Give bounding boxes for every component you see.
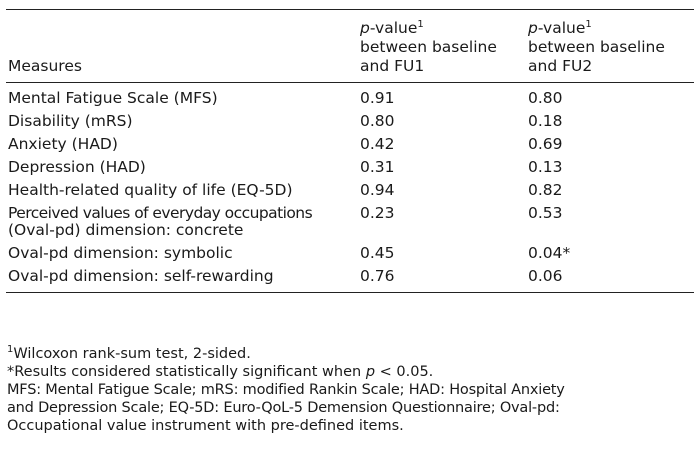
table-row: Health-related quality of life (EQ-5D) 0… [6,179,694,202]
abbreviations-line: MFS: Mental Fatigue Scale; mRS: modified… [7,382,565,398]
header-line: and FU2 [528,57,593,75]
table-body: Mental Fatigue Scale (MFS) 0.91 0.80 Dis… [6,83,694,293]
measure-line: (Oval-pd) dimension: concrete [8,221,244,239]
header-line: and FU1 [360,57,425,75]
measure-cell: Depression (HAD) [8,158,146,176]
footnote-marker: 1 [7,344,14,355]
header-measures: Measures [8,57,82,75]
fu2-pvalue-cell: 0.18 [528,112,563,130]
footnote-text: < 0.05. [375,364,434,380]
table-row: Oval-pd dimension: self-rewarding 0.76 0… [6,265,694,293]
footnote-significance: *Results considered statistically signif… [7,363,695,381]
table-row: Mental Fatigue Scale (MFS) 0.91 0.80 [6,83,694,111]
p-symbol: p [360,19,370,37]
fu1-pvalue-cell: 0.23 [360,204,395,222]
fu1-pvalue-cell: 0.94 [360,181,395,199]
header-pvalue-fu1: p-value1 between baseline and FU1 [358,10,526,83]
header-line: between baseline [528,38,665,56]
header-pvalue-fu2: p-value1 between baseline and FU2 [526,10,694,83]
results-table-container: Measures p-value1 between baseline and F… [6,9,694,293]
fu1-pvalue-cell: 0.45 [360,244,395,262]
table-row: Disability (mRS) 0.80 0.18 [6,110,694,133]
fu2-pvalue-cell: 0.80 [528,89,563,107]
p-symbol: p [365,364,376,380]
footnote-marker: 1 [585,19,592,30]
footnote-marker: 1 [417,19,424,30]
footnote-test: 1Wilcoxon rank-sum test, 2-sided. [7,345,695,363]
header-label: -value [537,19,586,37]
fu2-pvalue-cell: 0.06 [528,267,563,285]
footnote-text: Wilcoxon rank-sum test, 2-sided. [13,346,251,362]
table-row: Anxiety (HAD) 0.42 0.69 [6,133,694,156]
table-row: Oval-pd dimension: symbolic 0.45 0.04* [6,242,694,265]
measure-cell: Oval-pd dimension: symbolic [8,244,233,262]
header-label: -value [369,19,418,37]
abbreviations-line: and Depression Scale; EQ-5D: Euro-QoL-5 … [7,400,560,416]
fu1-pvalue-cell: 0.31 [360,158,395,176]
abbreviations-line: Occupational value instrument with pre-d… [7,418,404,434]
measure-line: Perceived values of everyday occupations [8,204,313,222]
fu2-pvalue-cell: 0.04* [528,244,571,262]
fu1-pvalue-cell: 0.76 [360,267,395,285]
measure-cell: Perceived values of everyday occupations… [6,202,358,242]
table-footnotes: 1Wilcoxon rank-sum test, 2-sided. *Resul… [7,345,695,435]
fu1-pvalue-cell: 0.80 [360,112,395,130]
fu2-pvalue-cell: 0.82 [528,181,563,199]
measure-cell: Mental Fatigue Scale (MFS) [8,89,218,107]
header-line: between baseline [360,38,497,56]
measure-cell: Anxiety (HAD) [8,135,118,153]
p-symbol: p [528,19,538,37]
measure-cell: Health-related quality of life (EQ-5D) [8,181,293,199]
measure-cell: Disability (mRS) [8,112,133,130]
fu2-pvalue-cell: 0.53 [528,204,563,222]
table-row: Depression (HAD) 0.31 0.13 [6,156,694,179]
fu2-pvalue-cell: 0.13 [528,158,563,176]
fu2-pvalue-cell: 0.69 [528,135,563,153]
fu1-pvalue-cell: 0.42 [360,135,395,153]
measure-cell: Oval-pd dimension: self-rewarding [8,267,274,285]
table-header: Measures p-value1 between baseline and F… [6,9,694,83]
pvalue-table: Measures p-value1 between baseline and F… [6,9,694,293]
footnote-text: *Results considered statistically signif… [7,364,366,380]
fu1-pvalue-cell: 0.91 [360,89,395,107]
table-row: Perceived values of everyday occupations… [6,202,694,242]
